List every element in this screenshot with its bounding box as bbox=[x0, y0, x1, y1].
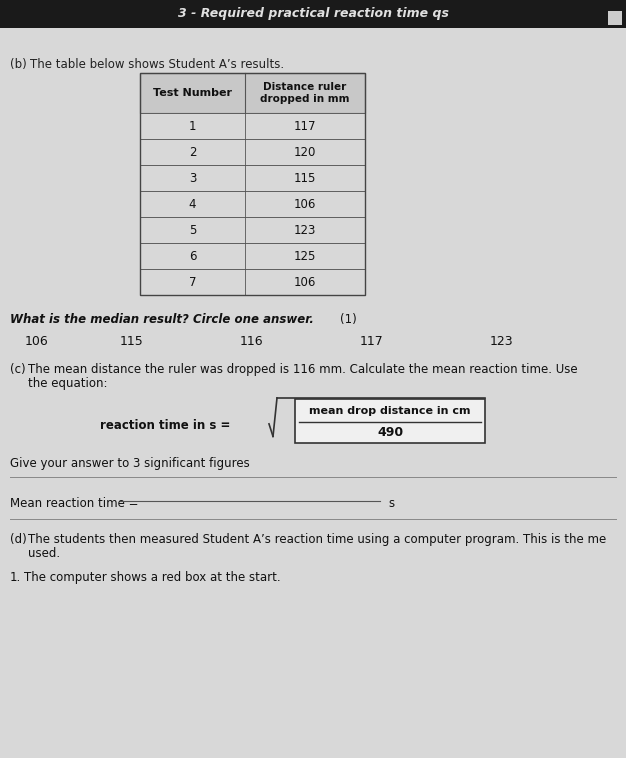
FancyBboxPatch shape bbox=[140, 191, 365, 217]
FancyBboxPatch shape bbox=[295, 399, 485, 443]
Text: 4: 4 bbox=[189, 198, 196, 211]
Text: 106: 106 bbox=[294, 198, 316, 211]
FancyBboxPatch shape bbox=[0, 28, 626, 758]
Text: (c): (c) bbox=[10, 363, 26, 376]
Text: Give your answer to 3 significant figures: Give your answer to 3 significant figure… bbox=[10, 457, 250, 470]
FancyBboxPatch shape bbox=[140, 243, 365, 269]
FancyBboxPatch shape bbox=[140, 269, 365, 295]
Text: 6: 6 bbox=[189, 249, 196, 262]
Text: 1.: 1. bbox=[10, 571, 21, 584]
Text: What is the median result? Circle one answer.: What is the median result? Circle one an… bbox=[10, 313, 314, 326]
Text: 123: 123 bbox=[490, 335, 513, 348]
Text: 115: 115 bbox=[120, 335, 144, 348]
Text: (1): (1) bbox=[340, 313, 357, 326]
Text: 120: 120 bbox=[294, 146, 316, 158]
Text: The students then measured Student A’s reaction time using a computer program. T: The students then measured Student A’s r… bbox=[28, 533, 606, 546]
Text: 106: 106 bbox=[25, 335, 49, 348]
Text: The mean distance the ruler was dropped is 116 mm. Calculate the mean reaction t: The mean distance the ruler was dropped … bbox=[28, 363, 578, 376]
Text: 3 - Required practical reaction time qs: 3 - Required practical reaction time qs bbox=[178, 8, 448, 20]
Text: mean drop distance in cm: mean drop distance in cm bbox=[309, 406, 471, 416]
Text: s: s bbox=[388, 497, 394, 510]
Text: the equation:: the equation: bbox=[28, 377, 108, 390]
Text: (b): (b) bbox=[10, 58, 27, 71]
FancyBboxPatch shape bbox=[140, 113, 365, 139]
Text: 5: 5 bbox=[189, 224, 196, 236]
Text: 117: 117 bbox=[360, 335, 384, 348]
Text: 106: 106 bbox=[294, 275, 316, 289]
Text: 123: 123 bbox=[294, 224, 316, 236]
Text: The table below shows Student A’s results.: The table below shows Student A’s result… bbox=[30, 58, 284, 71]
FancyBboxPatch shape bbox=[140, 165, 365, 191]
FancyBboxPatch shape bbox=[140, 139, 365, 165]
FancyBboxPatch shape bbox=[0, 0, 626, 28]
FancyBboxPatch shape bbox=[140, 73, 365, 113]
Text: 115: 115 bbox=[294, 171, 316, 184]
Text: 3: 3 bbox=[189, 171, 196, 184]
Text: Mean reaction time =: Mean reaction time = bbox=[10, 497, 142, 510]
Text: 117: 117 bbox=[294, 120, 316, 133]
Text: 2: 2 bbox=[189, 146, 196, 158]
FancyBboxPatch shape bbox=[608, 11, 622, 25]
Text: The computer shows a red box at the start.: The computer shows a red box at the star… bbox=[24, 571, 280, 584]
Text: (d): (d) bbox=[10, 533, 27, 546]
Text: 125: 125 bbox=[294, 249, 316, 262]
Text: used.: used. bbox=[28, 547, 60, 560]
Text: 116: 116 bbox=[240, 335, 264, 348]
Text: Test Number: Test Number bbox=[153, 88, 232, 98]
Text: 1: 1 bbox=[189, 120, 196, 133]
Text: 490: 490 bbox=[377, 425, 403, 438]
Text: reaction time in s =: reaction time in s = bbox=[100, 419, 230, 432]
Text: Distance ruler
dropped in mm: Distance ruler dropped in mm bbox=[260, 82, 350, 104]
Text: 7: 7 bbox=[189, 275, 196, 289]
FancyBboxPatch shape bbox=[140, 217, 365, 243]
